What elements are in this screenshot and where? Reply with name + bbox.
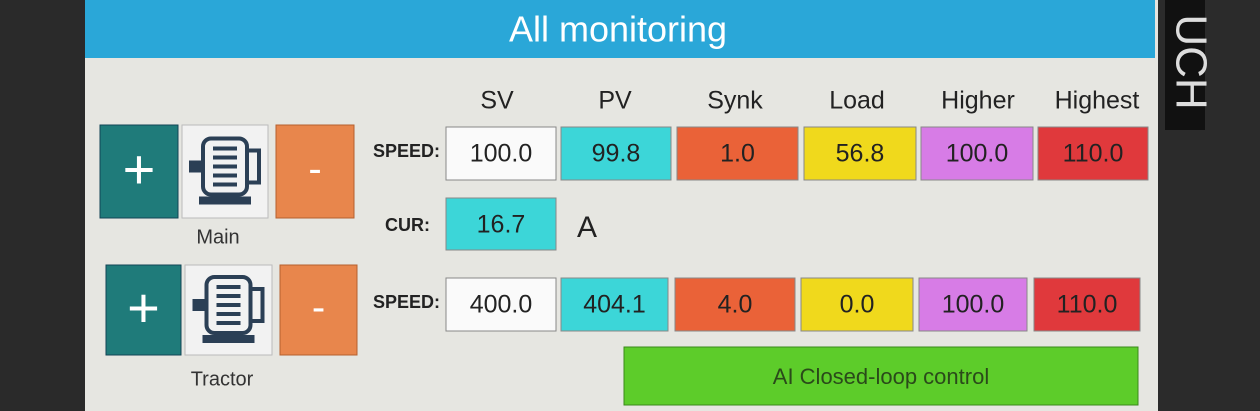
column-header: Synk xyxy=(707,87,763,115)
speed-value: 110.0 xyxy=(1063,140,1124,168)
motor-end xyxy=(248,287,265,323)
title-bar xyxy=(85,0,1155,58)
speed-value: 0.0 xyxy=(840,291,875,319)
motor-shaft xyxy=(189,160,203,173)
column-header: PV xyxy=(598,87,632,115)
speed-value: 110.0 xyxy=(1057,291,1118,319)
speed-value: 100.0 xyxy=(946,140,1009,168)
speed-value: 404.1 xyxy=(583,291,646,319)
speed-cell xyxy=(560,126,672,181)
bezel-text: UCH xyxy=(1166,14,1215,109)
motor-base xyxy=(199,196,251,205)
plus-label[interactable]: + xyxy=(123,137,156,200)
speed-value: 1.0 xyxy=(720,140,755,168)
minus-label[interactable]: - xyxy=(312,286,325,330)
speed-cell xyxy=(1037,126,1149,181)
motor-name: Main xyxy=(196,226,239,248)
column-header: SV xyxy=(480,87,514,115)
speed-cell xyxy=(1033,277,1141,332)
closed-loop-button[interactable] xyxy=(623,346,1139,406)
speed-value: 99.8 xyxy=(592,140,641,168)
motor-end xyxy=(245,148,261,185)
minus-button[interactable] xyxy=(279,264,358,356)
speed-cell xyxy=(676,126,799,181)
title: All monitoring xyxy=(509,9,727,50)
speed-cell xyxy=(560,277,669,332)
plus-button[interactable] xyxy=(99,124,179,219)
speed-label: SPEED: xyxy=(373,292,440,312)
plus-label[interactable]: + xyxy=(127,276,160,339)
speed-cell xyxy=(920,126,1034,181)
plus-button[interactable] xyxy=(105,264,182,356)
closed-loop-label[interactable]: AI Closed-loop control xyxy=(773,364,989,389)
speed-cell xyxy=(803,126,917,181)
speed-cell xyxy=(674,277,796,332)
cur-unit: A xyxy=(577,211,597,244)
speed-cell xyxy=(918,277,1028,332)
motor-name: Tractor xyxy=(191,368,254,390)
speed-cell xyxy=(445,126,557,181)
bezel-left xyxy=(0,0,85,411)
speed-value: 4.0 xyxy=(718,291,753,319)
speed-value: 100.0 xyxy=(942,291,1005,319)
minus-label[interactable]: - xyxy=(308,147,321,191)
column-header: Highest xyxy=(1055,87,1140,115)
speed-value: 56.8 xyxy=(836,140,885,168)
column-header: Higher xyxy=(941,87,1015,115)
minus-button[interactable] xyxy=(275,124,355,219)
motor-shaft xyxy=(192,299,207,311)
speed-value: 400.0 xyxy=(470,291,533,319)
speed-label: SPEED: xyxy=(373,141,440,161)
cur-value: 16.7 xyxy=(477,211,526,239)
cur-label: CUR: xyxy=(385,215,430,235)
speed-cell xyxy=(800,277,914,332)
column-header: Load xyxy=(829,87,885,115)
speed-value: 100.0 xyxy=(470,140,533,168)
cur-cell xyxy=(445,197,557,251)
speed-cell xyxy=(445,277,557,332)
bezel-label-bg xyxy=(1165,0,1205,130)
motor-base xyxy=(202,335,255,343)
